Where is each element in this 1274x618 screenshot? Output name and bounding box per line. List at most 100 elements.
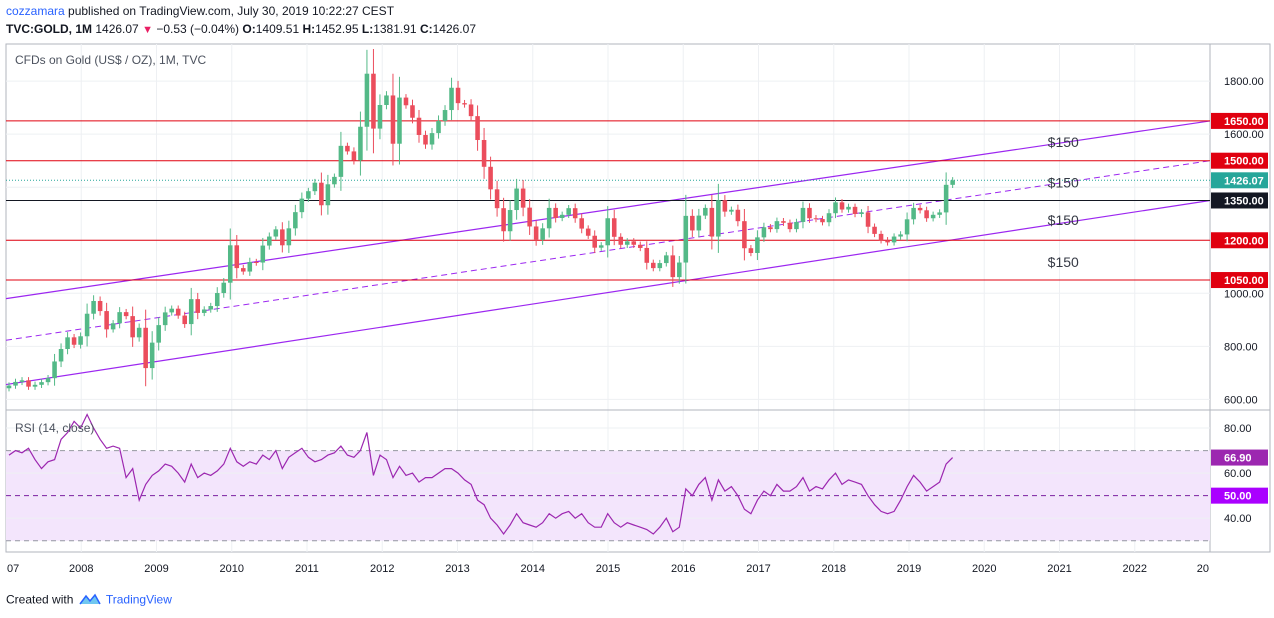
candle-body (403, 97, 409, 106)
candle-body (117, 312, 122, 324)
candle-body (254, 262, 259, 264)
candle-body (149, 342, 155, 369)
candle-body (455, 87, 461, 104)
annotation-label: $150 (1048, 212, 1079, 228)
x-tick-label: 2013 (445, 563, 469, 575)
candle-body (807, 207, 812, 219)
x-tick-label: 2016 (671, 563, 695, 575)
x-tick-label: 07 (7, 563, 19, 575)
candle-body (182, 315, 187, 325)
x-tick-label: 2022 (1123, 563, 1147, 575)
candle-body (65, 337, 70, 349)
price-tick-label: 1000.00 (1224, 288, 1264, 300)
candle-body (859, 212, 864, 215)
level-badge-bg (1211, 152, 1268, 169)
candle-body (201, 309, 207, 313)
candle-body (755, 237, 760, 253)
rsi-tick-label: 40.00 (1224, 513, 1252, 525)
candle-body (136, 327, 142, 338)
candle-body (683, 215, 689, 263)
open-value: 1409.51 (255, 22, 300, 36)
x-tick-label: 2021 (1047, 563, 1071, 575)
footer: Created with TradingView (6, 592, 172, 609)
candle-body (546, 207, 552, 229)
candle-body (130, 316, 135, 338)
annotation-label: $150 (1048, 134, 1079, 150)
candle-body (540, 228, 545, 240)
price-tick-label: 800.00 (1224, 341, 1258, 353)
candle-body (110, 323, 116, 330)
published-text: published on TradingView.com, July 30, 2… (68, 4, 395, 18)
candle-body (377, 105, 383, 129)
candle-body (722, 200, 728, 212)
candle-body (813, 218, 819, 220)
candle-body (768, 227, 773, 230)
x-tick-label: 2019 (897, 563, 921, 575)
candle-body (696, 215, 702, 231)
candle-body (410, 105, 415, 118)
candle-body (572, 208, 578, 219)
channel-middle-line[interactable] (5, 160, 1211, 341)
x-tick-label: 2012 (370, 563, 394, 575)
candle-body (872, 226, 877, 234)
candle-body (58, 349, 64, 362)
candle-body (188, 299, 194, 325)
candle-body (833, 202, 838, 214)
level-badge: 1050.00 (1224, 275, 1264, 287)
level-badge: 1350.00 (1224, 195, 1264, 207)
candle-body (637, 244, 643, 248)
candle-body (299, 198, 305, 213)
x-tick-label: 2014 (521, 563, 545, 575)
candle-body (234, 245, 240, 269)
candle-body (651, 262, 656, 269)
candle-body (169, 308, 174, 313)
candle-body (449, 87, 454, 111)
candle-body (559, 214, 565, 218)
candle-body (371, 73, 376, 129)
candle-body (6, 385, 12, 389)
candle-body (13, 381, 18, 386)
candle-body (390, 95, 396, 144)
candle-body (475, 116, 480, 141)
candle-body (19, 380, 25, 382)
rsi-pane-title: RSI (14, close) (15, 421, 94, 435)
candle-body (338, 145, 344, 177)
chart-area[interactable]: 07 2008 2009 2010 2011 2012 2013 2014 2015 2016 20… (0, 40, 1274, 586)
candle-body (533, 226, 539, 240)
candle-body (507, 210, 513, 232)
candle-body (703, 207, 708, 216)
publish-info: cozzamara published on TradingView.com, … (6, 4, 394, 18)
candle-body (820, 219, 825, 223)
candle-body (71, 337, 77, 345)
level-badge-bg (1211, 112, 1268, 129)
channel-lower-line[interactable] (5, 199, 1211, 386)
candle-body (748, 248, 754, 253)
candle-body (423, 134, 428, 145)
tradingview-link[interactable]: TradingView (105, 592, 172, 607)
candle-body (293, 212, 298, 229)
candle-body (26, 380, 31, 387)
candle-body (891, 236, 897, 243)
candle-body (91, 300, 96, 314)
last-price-badge-bg (1211, 172, 1268, 189)
candle-body (494, 189, 500, 209)
x-tick-label: 20 (1197, 563, 1209, 575)
annotation-label: $150 (1048, 254, 1079, 270)
candle-body (618, 236, 624, 245)
x-tick-label: 2009 (144, 563, 168, 575)
candle-body (592, 235, 597, 248)
candle-body (664, 255, 669, 264)
x-tick-label: 2017 (746, 563, 770, 575)
candle-body (143, 327, 148, 369)
candle-body (468, 104, 474, 117)
candle-body (267, 236, 272, 246)
x-tick-label: 2018 (822, 563, 846, 575)
rsi-line (8, 413, 954, 536)
author-link[interactable]: cozzamara (6, 4, 65, 18)
candle-body (280, 229, 285, 246)
candle-body (227, 245, 233, 283)
tradingview-logo-icon (79, 592, 101, 609)
candle-body (709, 207, 715, 237)
candle-body (325, 184, 331, 206)
level-badge-bg (1211, 272, 1268, 289)
